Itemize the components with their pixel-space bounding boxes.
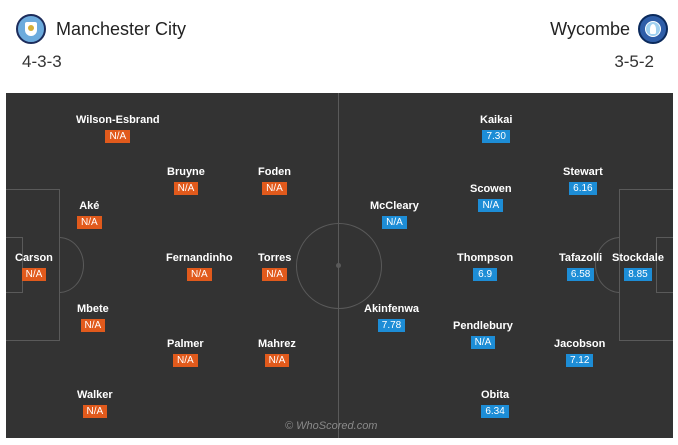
player-rating: N/A [186,268,212,281]
player-name: Obita [481,389,510,401]
player-name: Stewart [563,166,603,178]
player-thompson[interactable]: Thompson 6.9 [457,252,513,281]
right-penalty-box [619,189,673,341]
player-rating: N/A [173,354,198,367]
player-name: Akinfenwa [364,303,420,315]
player-kaikai[interactable]: Kaikai 7.30 [480,114,512,143]
player-rating: N/A [80,319,106,332]
player-name: Mahrez [258,338,296,350]
player-name: Scowen [470,183,512,195]
player-name: Fernandinho [166,252,233,264]
home-team-name[interactable]: Manchester City [56,18,187,39]
player-walker[interactable]: Walker N/A [77,389,113,418]
player-rating: N/A [173,182,199,195]
player-rating: 7.30 [482,130,510,143]
player-scowen[interactable]: Scowen N/A [470,183,512,212]
player-mccleary[interactable]: McCleary N/A [370,200,419,229]
player-rating: N/A [105,130,131,143]
right-goal-area [656,237,673,293]
player-name: Carson [15,252,53,264]
player-palmer[interactable]: Palmer N/A [167,338,204,367]
player-tafazolli[interactable]: Tafazolli 6.58 [559,252,602,281]
player-name: Mbete [77,303,109,315]
home-team[interactable]: Manchester City [16,14,186,44]
player-stockdale[interactable]: Stockdale 8.85 [612,252,664,281]
watermark: © WhoScored.com [285,420,378,432]
center-circle [296,223,382,309]
player-fernandinho[interactable]: Fernandinho N/A [166,252,233,281]
match-header: Manchester City 4-3-3 Wycombe 3-5-2 [0,0,678,92]
player-pendlebury[interactable]: Pendlebury N/A [453,320,513,349]
player-rating: 7.12 [565,354,594,367]
player-rating: 7.78 [377,319,406,332]
player-akinfenwa[interactable]: Akinfenwa 7.78 [364,303,419,332]
manchester-city-crest-icon [16,14,46,44]
player-rating: 8.85 [624,268,652,281]
player-rating: N/A [478,199,504,212]
player-ake[interactable]: Aké N/A [77,200,102,229]
player-carson[interactable]: Carson N/A [15,252,53,281]
player-obita[interactable]: Obita 6.34 [481,389,509,418]
home-formation: 4-3-3 [22,52,62,71]
player-rating: N/A [77,216,102,229]
left-goal-area [6,237,23,293]
player-rating: 6.58 [566,268,595,281]
player-rating: 6.34 [481,405,509,418]
center-spot [336,263,341,268]
player-rating: N/A [21,268,47,281]
player-name: Foden [258,166,291,178]
player-name: Jacobson [554,338,606,350]
player-rating: 6.9 [473,268,498,281]
player-name: Palmer [167,338,204,350]
player-rating: N/A [382,216,407,229]
player-wilson-esbrand[interactable]: Wilson-Esbrand N/A [76,114,160,143]
player-jacobson[interactable]: Jacobson 7.12 [554,338,605,367]
player-name: Thompson [457,252,514,264]
player-rating: 6.16 [569,182,597,195]
player-name: Tafazolli [559,252,603,264]
pitch: Wilson-Esbrand N/A Bruyne N/A Foden N/A … [6,93,673,438]
player-name: Kaikai [480,114,513,126]
player-name: Walker [77,389,113,401]
player-rating: N/A [82,405,108,418]
away-formation: 3-5-2 [614,52,654,71]
player-name: Torres [258,252,292,264]
wycombe-crest-icon [638,14,668,44]
player-foden[interactable]: Foden N/A [258,166,291,195]
player-name: Stockdale [612,252,664,264]
player-bruyne[interactable]: Bruyne N/A [167,166,205,195]
player-name: McCleary [370,200,419,212]
away-team[interactable]: Wycombe [550,14,668,44]
player-mahrez[interactable]: Mahrez N/A [258,338,296,367]
player-name: Wilson-Esbrand [76,114,160,126]
player-rating: N/A [262,182,287,195]
away-team-name[interactable]: Wycombe [550,18,630,39]
player-rating: N/A [470,336,496,349]
player-name: Pendlebury [453,320,513,332]
player-stewart[interactable]: Stewart 6.16 [563,166,603,195]
player-rating: N/A [264,354,290,367]
player-mbete[interactable]: Mbete N/A [77,303,109,332]
player-name: Bruyne [167,166,205,178]
player-torres[interactable]: Torres N/A [258,252,291,281]
left-penalty-box [6,189,60,341]
player-name: Aké [79,200,100,212]
player-rating: N/A [262,268,288,281]
